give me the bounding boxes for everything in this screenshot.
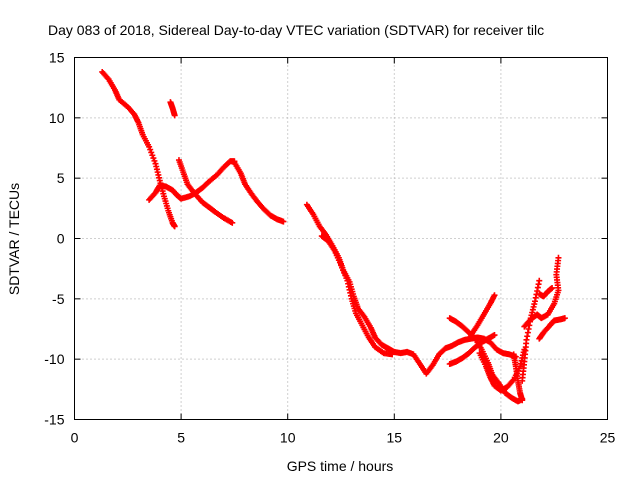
- series-16: [510, 351, 526, 404]
- y-tick-label: 0: [57, 231, 65, 247]
- x-tick-labels: 0 5 10 15 20 25: [71, 430, 616, 446]
- series-10: [468, 292, 498, 339]
- data-points: [99, 68, 568, 405]
- data-point: [150, 155, 157, 162]
- chart-title: Day 083 of 2018, Sidereal Day-to-day VTE…: [48, 22, 544, 38]
- data-point: [171, 223, 178, 230]
- x-tick-label: 25: [600, 430, 616, 446]
- data-point: [519, 397, 526, 404]
- data-point: [147, 146, 154, 153]
- data-point: [151, 157, 158, 164]
- y-tick-label: 10: [49, 110, 65, 126]
- data-point: [491, 292, 498, 299]
- data-point: [389, 351, 396, 358]
- x-tick-label: 0: [71, 430, 79, 446]
- series-8: [446, 332, 498, 367]
- series-2: [167, 99, 178, 119]
- y-tick-labels: 15 10 5 0 -5 -10 -15: [44, 50, 64, 428]
- plot-frame: [74, 57, 608, 420]
- y-tick-label: -15: [44, 412, 64, 428]
- data-point: [229, 219, 236, 226]
- series-1: [99, 68, 178, 230]
- axis-ticks: [74, 57, 608, 420]
- data-point: [549, 284, 556, 291]
- series-3: [146, 158, 238, 203]
- data-point: [148, 149, 155, 156]
- series-14: [536, 284, 556, 300]
- data-point: [171, 112, 178, 119]
- data-point: [536, 277, 543, 284]
- data-point: [149, 152, 156, 159]
- y-tick-label: 15: [49, 50, 65, 66]
- data-point: [561, 315, 568, 322]
- data-point: [555, 254, 562, 261]
- grid-lines: [74, 57, 608, 420]
- y-tick-label: 5: [57, 170, 65, 186]
- y-tick-label: -10: [44, 351, 64, 367]
- x-axis-title: GPS time / hours: [287, 458, 394, 474]
- x-tick-label: 10: [280, 430, 296, 446]
- series-7: [318, 233, 396, 358]
- data-point: [280, 218, 287, 225]
- series-5: [231, 159, 287, 225]
- data-point: [491, 332, 498, 339]
- series-6: [303, 201, 519, 377]
- series-4: [175, 157, 236, 226]
- x-tick-label: 5: [177, 430, 185, 446]
- y-axis-title: SDTVAR / TECUs: [6, 183, 22, 295]
- y-tick-label: -5: [52, 291, 65, 307]
- x-tick-label: 15: [387, 430, 403, 446]
- data-point: [146, 143, 153, 150]
- series-15: [536, 315, 568, 342]
- series-13: [521, 254, 562, 330]
- x-tick-label: 20: [493, 430, 509, 446]
